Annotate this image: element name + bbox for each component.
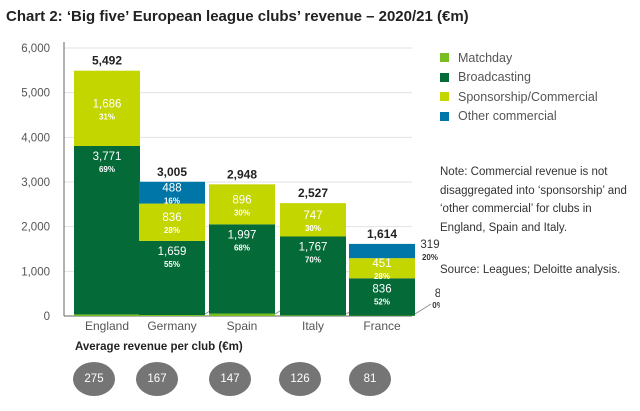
legend-swatch-sponsorship <box>440 92 449 102</box>
y-tick-label: 2,000 <box>21 222 50 234</box>
average-revenue-spain: 147 <box>209 362 251 396</box>
legend-label-other-commercial: Other commercial <box>458 109 557 124</box>
legend-item-sponsorship: Sponsorship/Commercial <box>440 87 598 107</box>
bar-sponsorship <box>349 258 415 279</box>
bar-pct-other-commercial: 20% <box>422 253 438 262</box>
bar-value-broadcasting: 3,771 <box>93 151 122 163</box>
legend-label-broadcasting: Broadcasting <box>458 70 531 85</box>
bar-pct-sponsorship: 30% <box>305 224 321 233</box>
legend-swatch-other-commercial <box>440 111 449 121</box>
bar-value-other-commercial: 319 <box>420 239 439 251</box>
bar-pct-sponsorship: 28% <box>164 226 180 235</box>
bar-pct-sponsorship: 28% <box>374 272 390 281</box>
bar-broadcasting <box>280 236 346 316</box>
bar-broadcasting <box>349 278 415 316</box>
legend: Matchday Broadcasting Sponsorship/Commer… <box>440 48 598 126</box>
bar-pct-other-commercial: 16% <box>164 197 180 206</box>
y-tick-label: 0 <box>44 311 50 323</box>
bar-other-commercial <box>139 181 205 204</box>
y-tick-label: 3,000 <box>21 177 50 189</box>
bar-pct-sponsorship: 31% <box>99 112 115 121</box>
bar-pct-sponsorship: 30% <box>234 208 250 217</box>
legend-item-other-commercial: Other commercial <box>440 107 598 127</box>
bar-broadcasting <box>209 224 275 314</box>
bar-value-broadcasting: 1,767 <box>299 241 328 253</box>
bar-pct-broadcasting: 55% <box>164 260 180 269</box>
bar-value-broadcasting: 1,659 <box>158 246 187 258</box>
bar-value-sponsorship: 451 <box>372 258 391 270</box>
bar-matchday <box>74 314 140 316</box>
bar-pct-broadcasting: 52% <box>374 297 390 306</box>
bar-value-sponsorship: 896 <box>232 194 251 206</box>
chart-note: Note: Commercial revenue is not disaggre… <box>440 166 627 234</box>
bar-total-label: 2,948 <box>227 167 257 181</box>
legend-swatch-matchday <box>440 53 449 63</box>
matchday-leader-line <box>414 303 432 315</box>
y-tick-label: 1,000 <box>21 266 50 278</box>
bar-sponsorship <box>280 203 346 237</box>
bar-total-label: 3,005 <box>157 165 187 179</box>
x-tick-label: Germany <box>147 319 196 333</box>
bar-broadcasting <box>139 240 205 316</box>
y-tick-label: 6,000 <box>21 43 50 55</box>
x-tick-label: England <box>85 319 129 333</box>
bar-matchday <box>209 313 275 316</box>
chart-source: Source: Leagues; Deloitte analysis. <box>440 264 621 276</box>
bar-value-broadcasting: 1,997 <box>228 229 257 241</box>
legend-item-broadcasting: Broadcasting <box>440 68 598 88</box>
chart-title: Chart 2: ‘Big five’ European league club… <box>6 8 469 25</box>
bar-value-sponsorship: 747 <box>303 210 322 222</box>
legend-item-matchday: Matchday <box>440 48 598 68</box>
bar-value-sponsorship: 836 <box>162 212 181 224</box>
x-tick-label: Spain <box>227 319 258 333</box>
bar-sponsorship <box>139 203 205 241</box>
bar-pct-broadcasting: 68% <box>234 243 250 252</box>
average-revenue-england: 275 <box>73 362 115 396</box>
y-tick-label: 5,000 <box>21 88 50 100</box>
legend-swatch-broadcasting <box>440 72 449 82</box>
bar-pct-broadcasting: 69% <box>99 165 115 174</box>
bar-sponsorship <box>209 184 275 225</box>
bar-sponsorship <box>74 70 140 146</box>
average-revenue-title: Average revenue per club (€m) <box>75 341 243 353</box>
bar-total-label: 2,527 <box>298 186 328 200</box>
bar-value-sponsorship: 1,686 <box>93 98 122 110</box>
average-revenue-germany: 167 <box>136 362 178 396</box>
average-revenue-italy: 126 <box>279 362 321 396</box>
bar-total-label: 5,492 <box>92 54 122 68</box>
legend-label-matchday: Matchday <box>458 50 513 65</box>
revenue-bar-chart: 0 1,000 2,000 3,000 4,000 5,000 6,000 3,771 69% 1… <box>21 42 440 333</box>
x-tick-label: Italy <box>302 319 324 333</box>
bar-broadcasting <box>74 145 140 315</box>
bar-value-matchday: 8 <box>435 288 440 300</box>
bar-matchday <box>139 315 205 316</box>
bar-value-other-commercial: 488 <box>162 183 181 195</box>
bar-value-broadcasting: 836 <box>372 283 391 295</box>
y-tick-label: 4,000 <box>21 132 50 144</box>
bar-total-label: 1,614 <box>367 227 397 241</box>
bar-other-commercial <box>349 243 415 259</box>
bar-pct-broadcasting: 70% <box>305 255 321 264</box>
x-tick-label: France <box>363 319 401 333</box>
legend-label-sponsorship: Sponsorship/Commercial <box>458 89 598 104</box>
bar-pct-matchday: 0% <box>432 301 440 310</box>
bar-matchday <box>280 315 346 316</box>
average-revenue-france: 81 <box>349 362 391 396</box>
